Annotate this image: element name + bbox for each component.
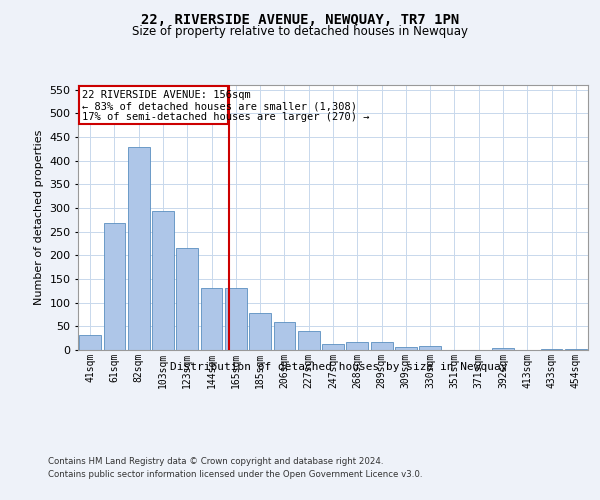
Bar [274,322,295,350]
Bar [395,346,417,350]
Bar [322,344,344,350]
Bar [492,348,514,350]
Bar [152,212,174,350]
Text: Contains public sector information licensed under the Open Government Licence v3: Contains public sector information licen… [48,470,422,479]
Text: 22 RIVERSIDE AVENUE: 156sqm: 22 RIVERSIDE AVENUE: 156sqm [82,90,251,100]
Text: ← 83% of detached houses are smaller (1,308): ← 83% of detached houses are smaller (1,… [82,101,358,111]
Bar [200,288,223,350]
Y-axis label: Number of detached properties: Number of detached properties [34,130,44,305]
Bar [346,342,368,350]
Bar [298,331,320,350]
Bar [225,288,247,350]
Bar [565,348,587,350]
Bar [128,148,149,350]
Text: Size of property relative to detached houses in Newquay: Size of property relative to detached ho… [132,25,468,38]
Bar [249,312,271,350]
Bar [104,223,125,350]
Bar [541,348,562,350]
Bar [176,248,198,350]
Bar [79,335,101,350]
Bar [371,342,392,350]
Text: 22, RIVERSIDE AVENUE, NEWQUAY, TR7 1PN: 22, RIVERSIDE AVENUE, NEWQUAY, TR7 1PN [141,12,459,26]
Text: Distribution of detached houses by size in Newquay: Distribution of detached houses by size … [170,362,508,372]
Bar [419,346,441,350]
FancyBboxPatch shape [79,86,228,124]
Text: 17% of semi-detached houses are larger (270) →: 17% of semi-detached houses are larger (… [82,112,370,122]
Text: Contains HM Land Registry data © Crown copyright and database right 2024.: Contains HM Land Registry data © Crown c… [48,458,383,466]
